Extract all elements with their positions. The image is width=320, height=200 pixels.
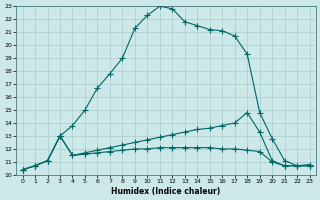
- X-axis label: Humidex (Indice chaleur): Humidex (Indice chaleur): [111, 187, 221, 196]
